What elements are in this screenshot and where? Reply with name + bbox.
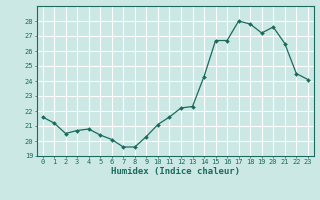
X-axis label: Humidex (Indice chaleur): Humidex (Indice chaleur)	[111, 167, 240, 176]
